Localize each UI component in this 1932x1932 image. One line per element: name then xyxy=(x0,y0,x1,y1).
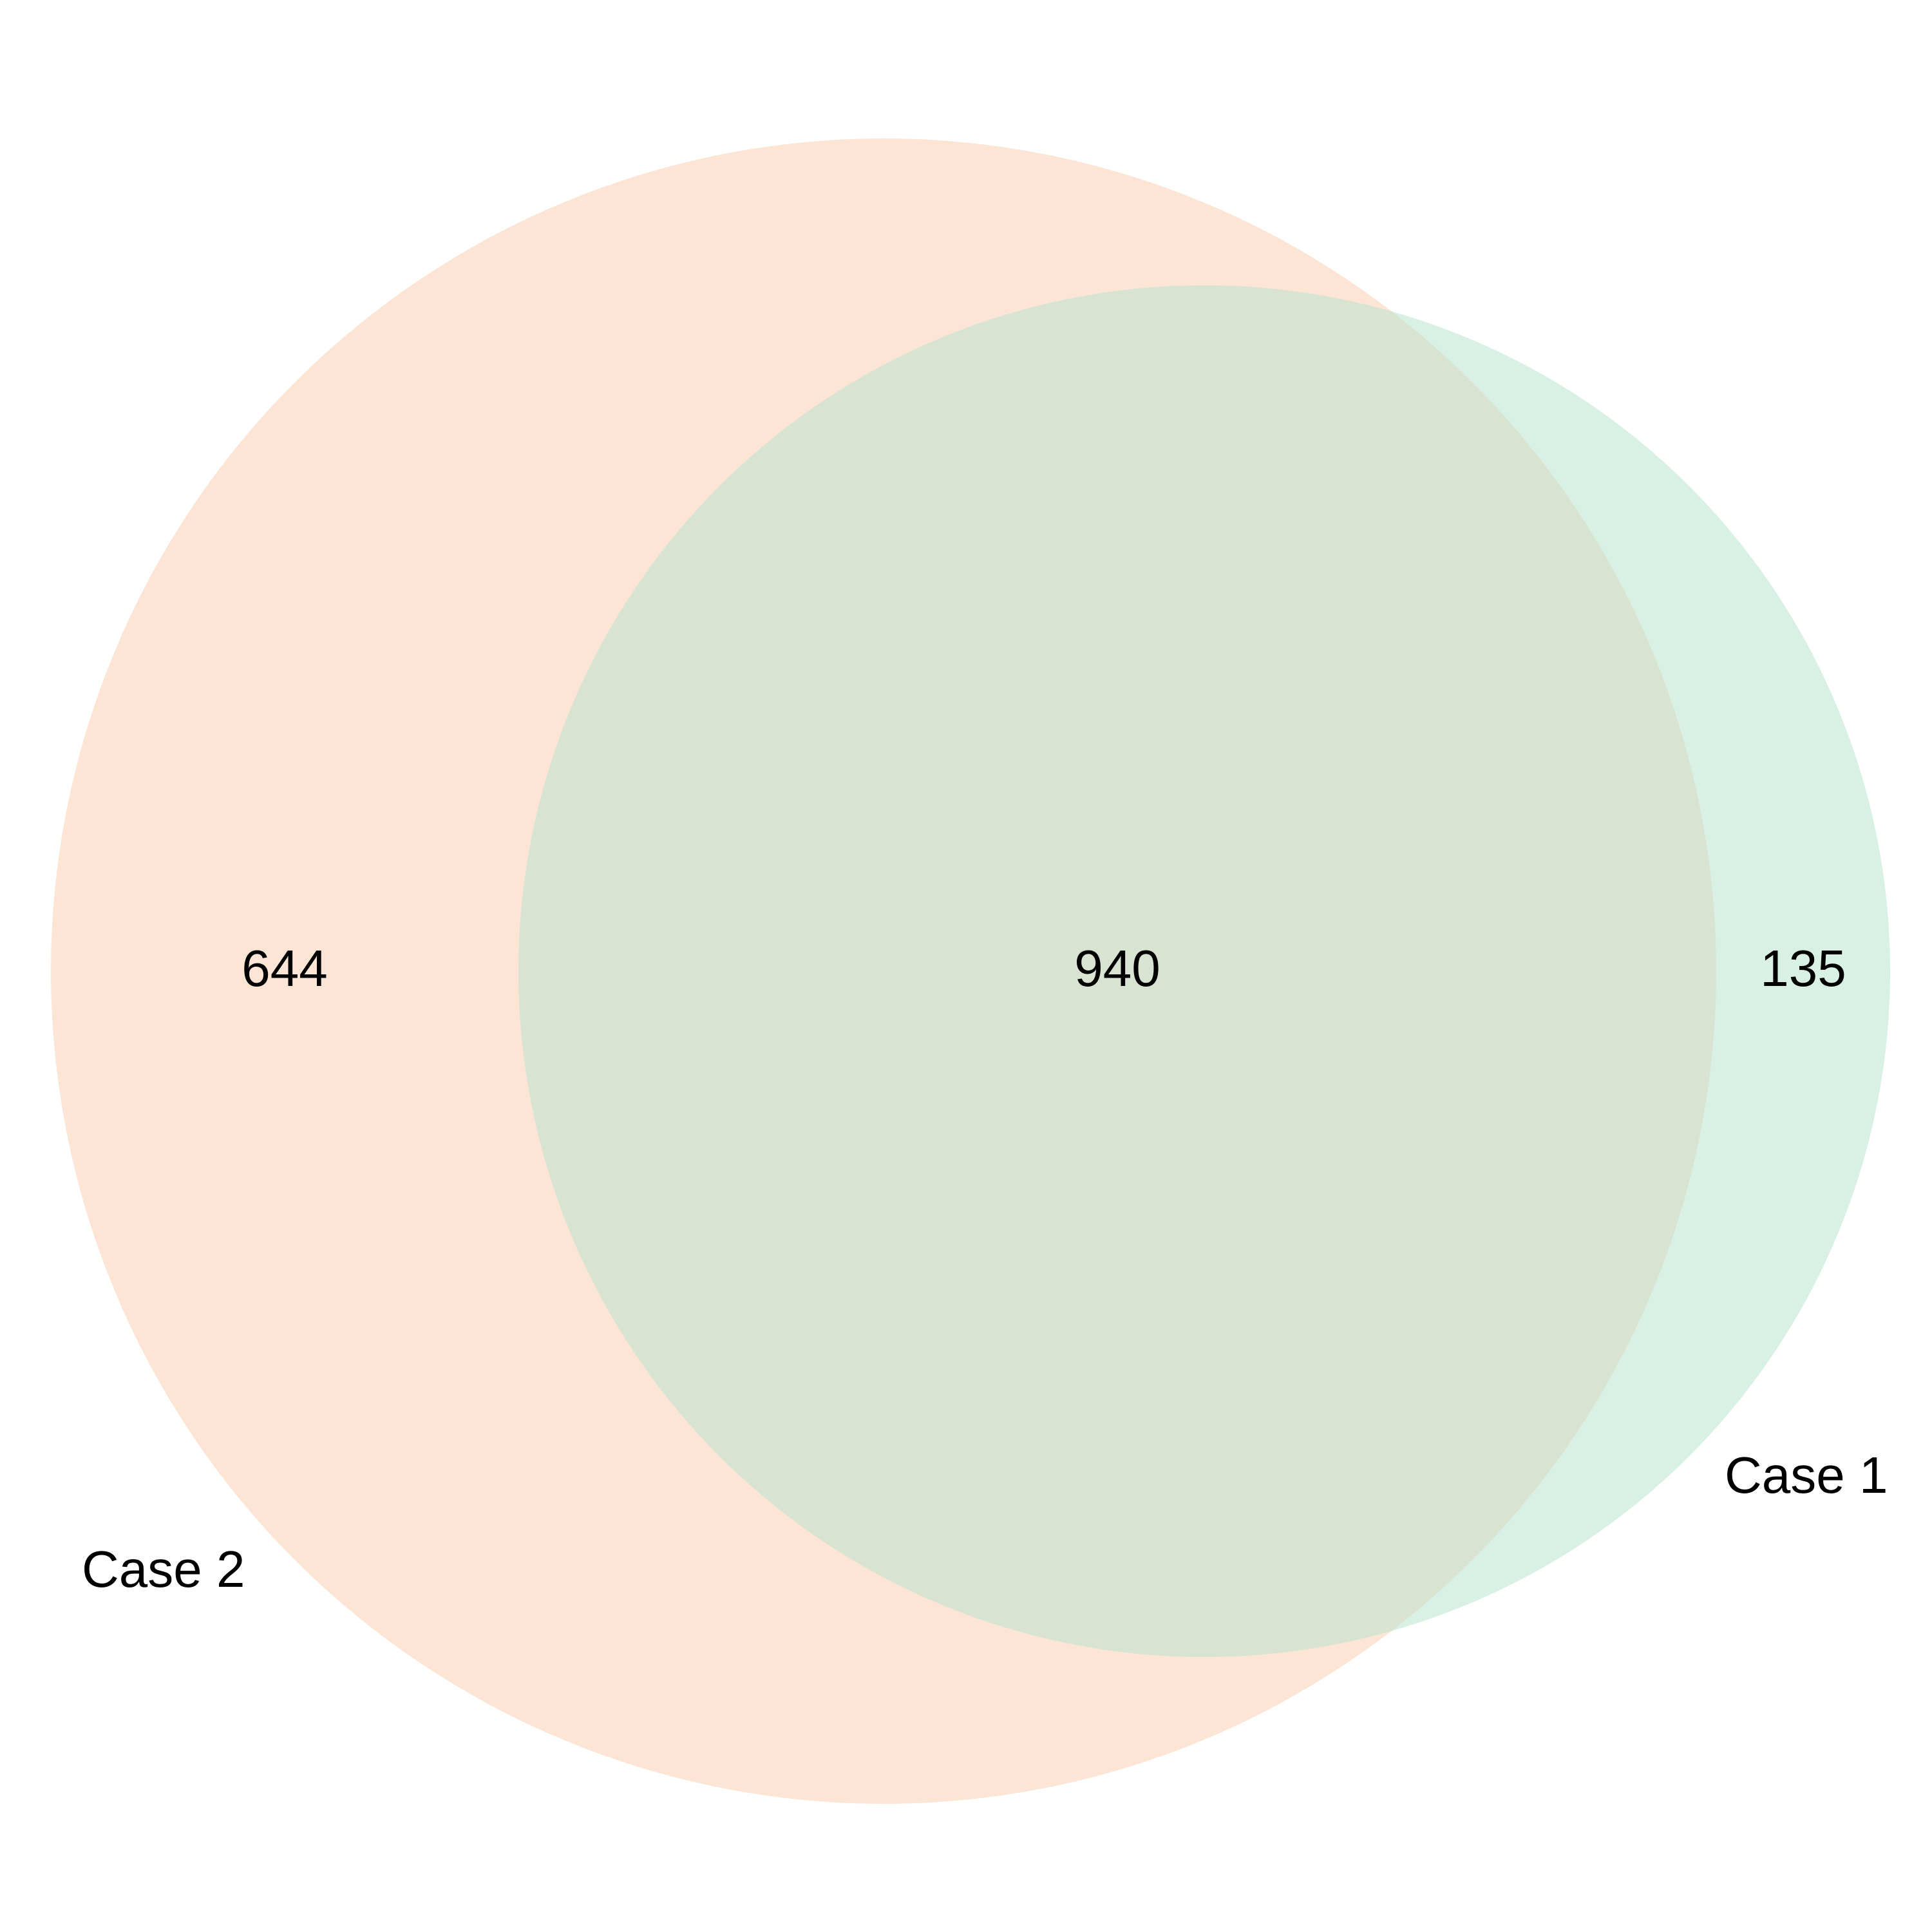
case-1-only-count: 135 xyxy=(1760,940,1846,997)
intersection-region xyxy=(518,285,1716,1657)
case-2-only-count: 644 xyxy=(242,940,327,997)
case-2-label: Case 2 xyxy=(82,1540,245,1598)
intersection-count: 940 xyxy=(1074,940,1160,997)
case-1-label: Case 1 xyxy=(1725,1446,1888,1504)
